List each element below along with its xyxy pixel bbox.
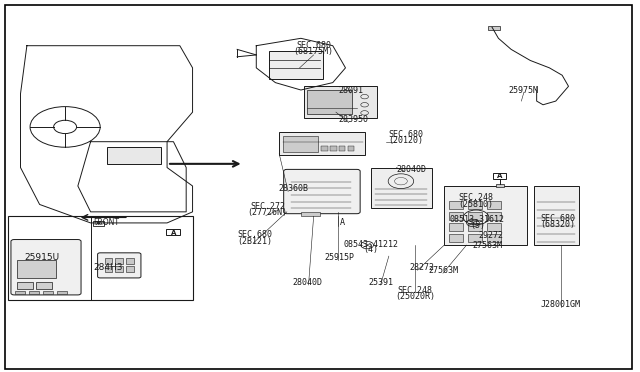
Text: (68320): (68320) — [540, 220, 575, 229]
Text: A: A — [340, 218, 345, 227]
Bar — [496, 184, 504, 187]
Bar — [304, 86, 378, 118]
Bar — [487, 234, 501, 242]
Text: SEC.272: SEC.272 — [250, 202, 285, 211]
Bar — [468, 201, 482, 209]
Text: (25810): (25810) — [459, 200, 493, 209]
Text: (5): (5) — [470, 221, 485, 230]
Bar — [126, 258, 134, 263]
Text: 28360B: 28360B — [279, 185, 309, 193]
Bar — [115, 258, 123, 263]
Text: FRONT: FRONT — [93, 218, 120, 227]
Bar — [115, 266, 123, 272]
Bar — [307, 90, 352, 114]
Bar — [488, 26, 500, 30]
Text: 25391: 25391 — [368, 278, 393, 287]
Bar — [8, 215, 193, 301]
Bar — [301, 212, 320, 216]
Text: 27563M: 27563M — [472, 241, 502, 250]
Bar — [17, 282, 33, 289]
Text: 08543-41212: 08543-41212 — [344, 240, 399, 249]
Bar — [58, 291, 67, 294]
Bar — [348, 146, 355, 151]
Bar — [278, 132, 365, 155]
Text: 28040D: 28040D — [396, 165, 426, 174]
Bar — [493, 173, 506, 179]
Text: 28272: 28272 — [410, 263, 435, 272]
Text: J28001GM: J28001GM — [541, 300, 581, 310]
Bar — [104, 258, 112, 263]
Bar — [487, 212, 501, 220]
Bar — [468, 234, 482, 242]
Bar — [444, 186, 527, 245]
Text: 08513-31612: 08513-31612 — [450, 215, 505, 224]
Text: (68175M): (68175M) — [294, 48, 333, 57]
Text: A: A — [171, 230, 176, 235]
Bar — [449, 234, 463, 242]
Text: (25020R): (25020R) — [395, 292, 435, 301]
Text: 29272: 29272 — [478, 231, 503, 240]
Text: SEC.680: SEC.680 — [388, 130, 423, 139]
Text: SEC.680: SEC.680 — [540, 214, 575, 223]
Bar — [104, 266, 112, 272]
FancyBboxPatch shape — [284, 169, 360, 214]
FancyBboxPatch shape — [98, 253, 141, 278]
Text: 284H3: 284H3 — [93, 263, 123, 272]
Bar — [166, 229, 180, 235]
Bar — [487, 201, 501, 209]
Text: SEC.680: SEC.680 — [237, 230, 273, 239]
Text: 28040D: 28040D — [292, 278, 323, 287]
Bar — [269, 51, 323, 79]
Text: 283950: 283950 — [339, 115, 369, 124]
Text: (2B121): (2B121) — [237, 237, 273, 246]
FancyBboxPatch shape — [11, 240, 81, 295]
Bar — [283, 136, 318, 152]
Bar — [330, 146, 337, 151]
Text: 25975M: 25975M — [509, 86, 539, 94]
Text: SEC.248: SEC.248 — [397, 286, 433, 295]
Bar — [371, 167, 431, 208]
Text: 28091: 28091 — [338, 86, 363, 95]
Bar — [487, 223, 501, 231]
Bar — [468, 212, 482, 220]
Text: 25915U: 25915U — [24, 253, 59, 263]
Bar — [339, 146, 346, 151]
Bar — [321, 146, 328, 151]
Bar — [29, 291, 39, 294]
Bar — [93, 221, 104, 226]
Bar — [449, 223, 463, 231]
Text: (27726N): (27726N) — [248, 208, 288, 217]
Text: 25915P: 25915P — [324, 253, 354, 262]
Bar — [534, 186, 579, 245]
Text: A: A — [497, 173, 502, 179]
Bar — [17, 260, 56, 278]
Bar — [449, 201, 463, 209]
Text: (20120): (20120) — [388, 136, 423, 145]
Text: (4): (4) — [364, 245, 378, 254]
Bar — [449, 212, 463, 220]
Bar — [36, 282, 52, 289]
Text: SEC.680: SEC.680 — [296, 41, 331, 50]
Bar — [44, 291, 53, 294]
Bar — [15, 291, 25, 294]
Text: 27563M: 27563M — [428, 266, 458, 275]
Bar — [468, 223, 482, 231]
Text: SEC.248: SEC.248 — [459, 193, 493, 202]
Bar — [126, 266, 134, 272]
Text: A: A — [96, 221, 100, 226]
Bar — [106, 147, 161, 164]
